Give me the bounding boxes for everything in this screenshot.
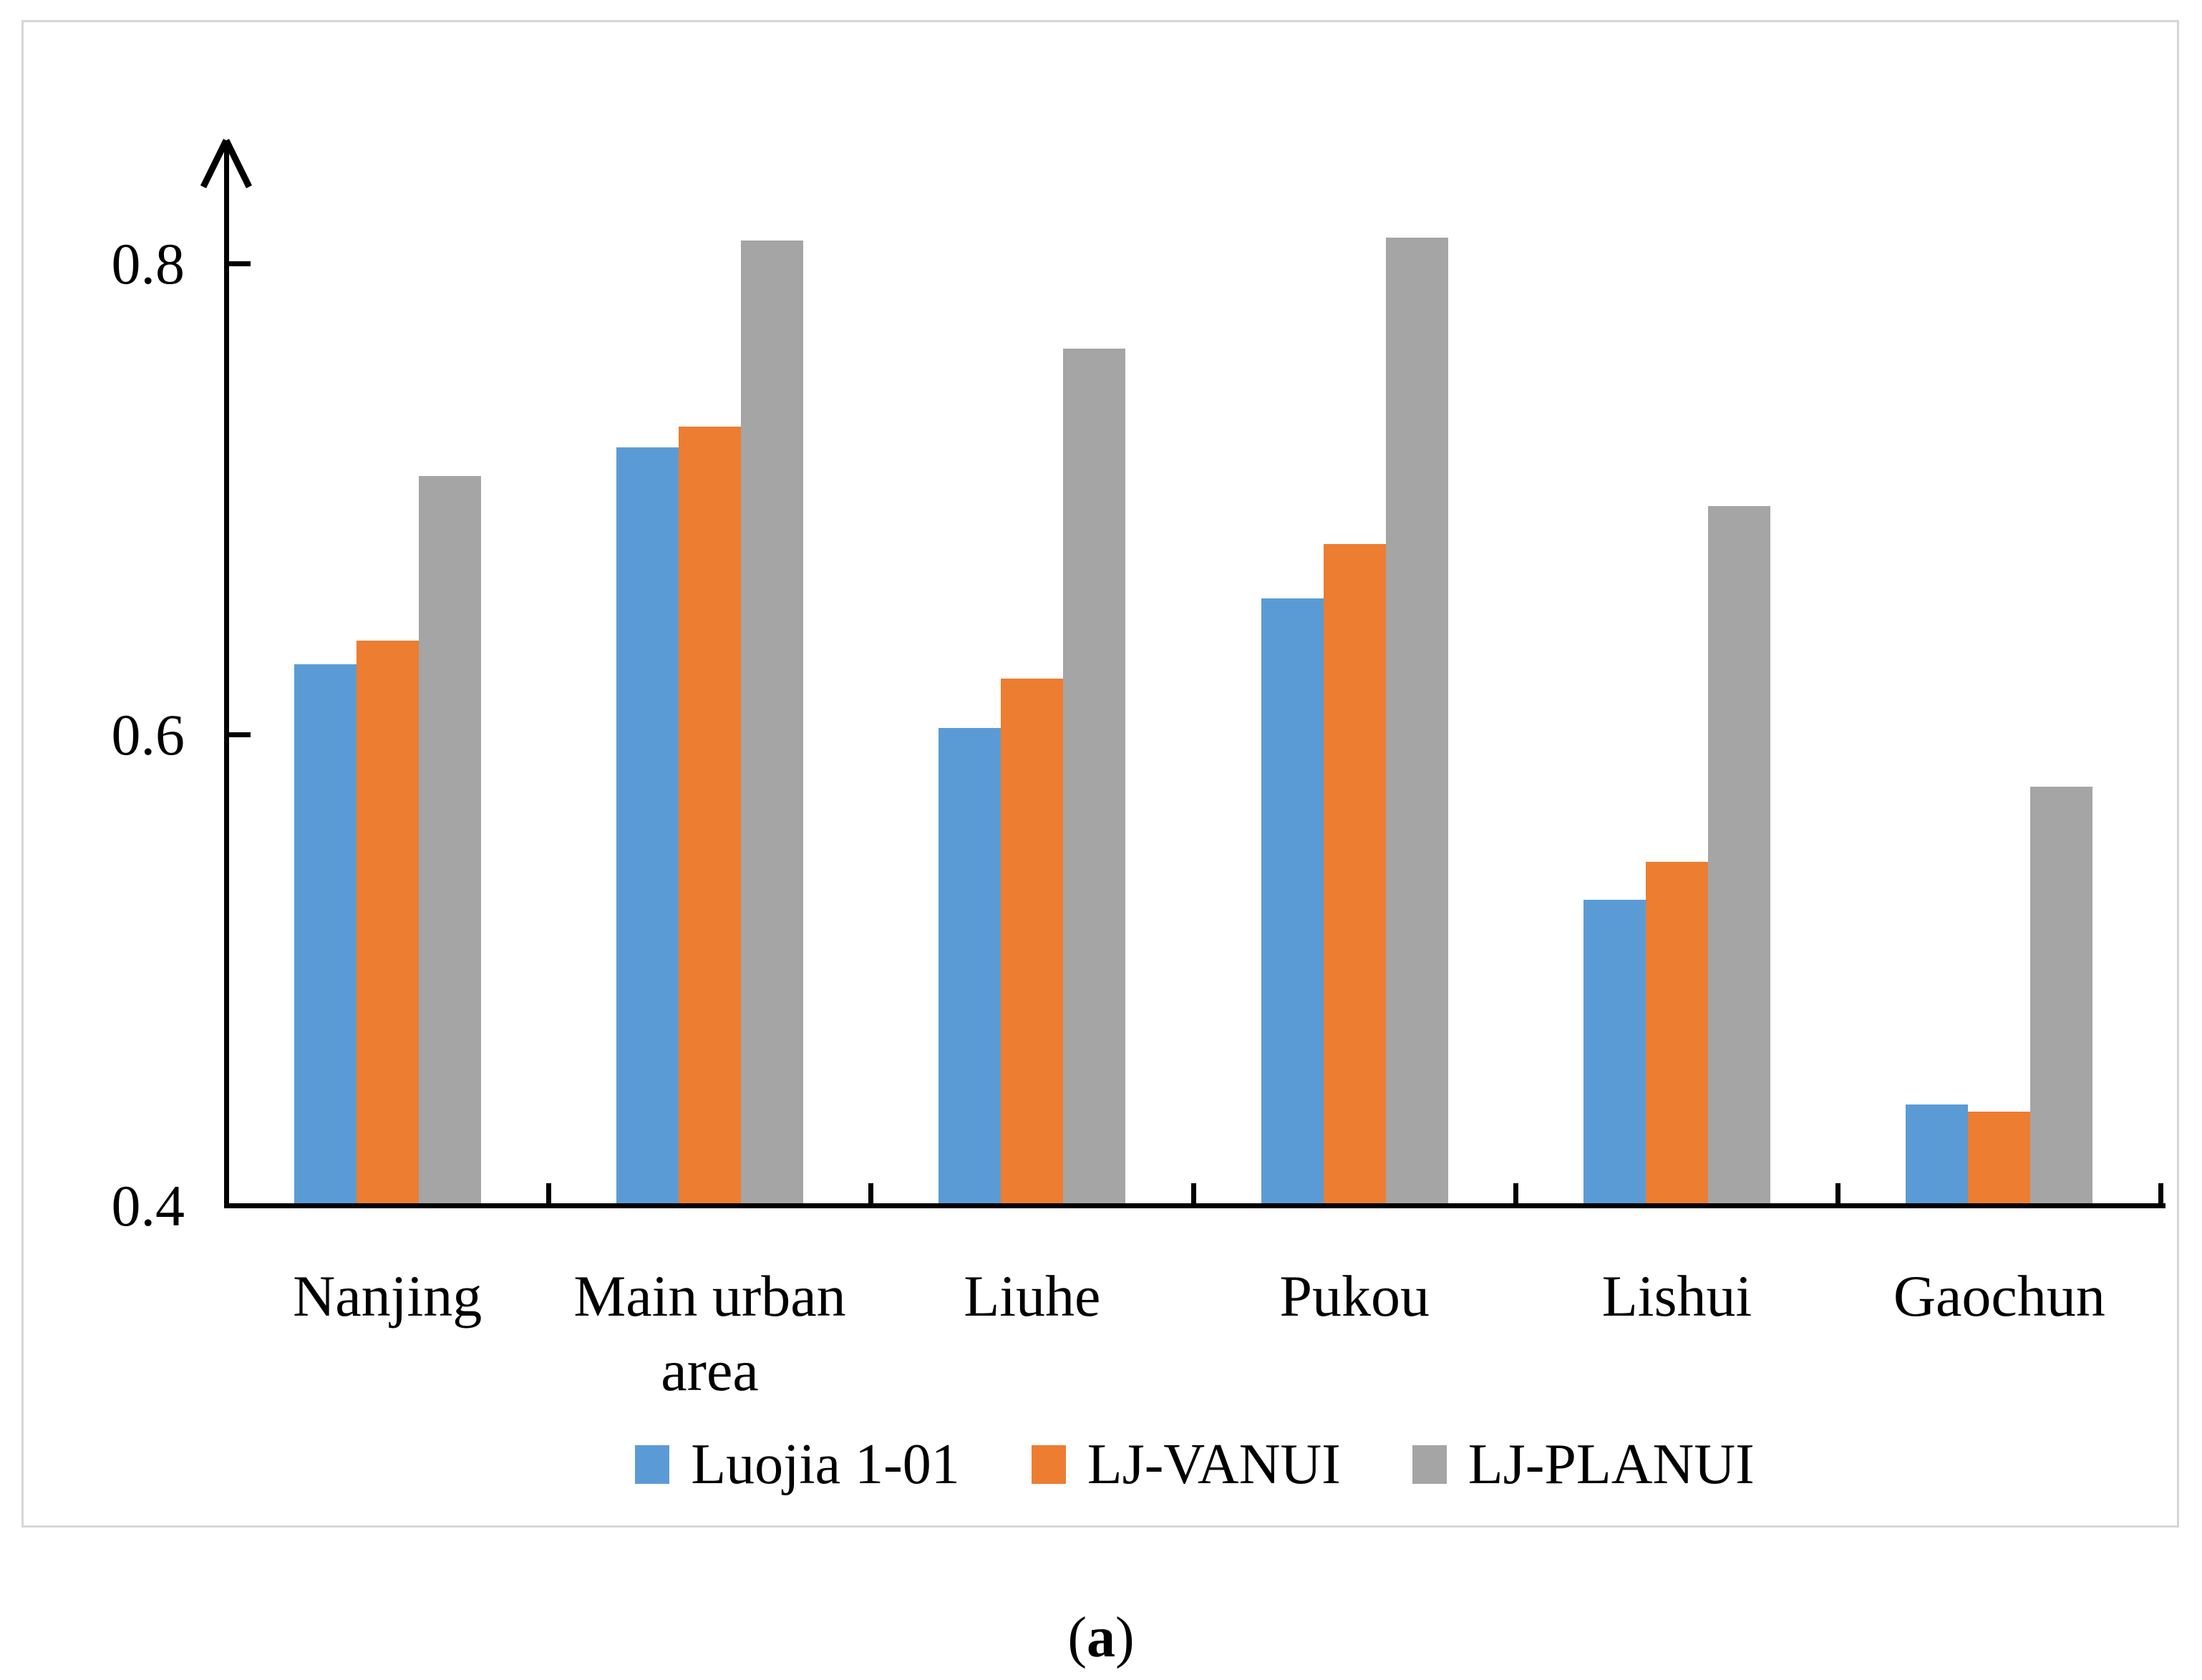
y-tick-label: 0.8 <box>111 230 185 296</box>
bar-lishui-luojia-1-01 <box>1583 899 1646 1203</box>
chart-panel: 0.4 0.6 0.8 Nanjing Main urban area Liuhe Puk… <box>21 20 2179 1528</box>
y-axis-tick <box>229 261 251 266</box>
x-tick-label-lishui: Lishui <box>1601 1263 1752 1329</box>
x-tick-label-main-urban-area: Main urban area <box>573 1263 846 1403</box>
legend-item-lj-vanui: LJ-VANUI <box>1031 1433 1341 1496</box>
x-axis-tick <box>1835 1183 1841 1203</box>
y-tick-label: 0.4 <box>111 1172 185 1238</box>
x-axis-tick <box>1190 1183 1196 1203</box>
x-tick-label-liuhe: Liuhe <box>964 1263 1101 1329</box>
legend-swatch-icon <box>1412 1445 1447 1484</box>
legend-label: LJ-PLANUI <box>1468 1433 1755 1496</box>
bar-nanjing-lj-planui <box>418 475 481 1203</box>
legend-label: LJ-VANUI <box>1087 1433 1341 1496</box>
bar-liuhe-luojia-1-01 <box>938 727 1001 1203</box>
legend-item-luojia-1-01: Luojia 1-01 <box>635 1433 960 1496</box>
y-axis-tick <box>229 732 251 737</box>
legend-label: Luojia 1-01 <box>691 1433 960 1496</box>
x-axis-tick <box>2158 1183 2163 1203</box>
legend-swatch-icon <box>635 1445 670 1484</box>
caption-open-paren: ( <box>1067 1606 1087 1669</box>
caption-close-paren: ) <box>1115 1606 1135 1669</box>
bar-pukou-luojia-1-01 <box>1261 598 1324 1203</box>
x-axis-line <box>224 1203 2165 1208</box>
bar-gaochun-luojia-1-01 <box>1906 1104 1969 1203</box>
bar-gaochun-lj-vanui <box>1968 1111 2031 1203</box>
y-axis-arrow-icon <box>200 139 253 188</box>
bar-nanjing-luojia-1-01 <box>294 664 357 1203</box>
bar-gaochun-lj-planui <box>2030 786 2093 1203</box>
legend-item-lj-planui: LJ-PLANUI <box>1412 1436 1755 1493</box>
x-axis-tick <box>1513 1183 1518 1203</box>
bar-lishui-lj-vanui <box>1646 862 1708 1203</box>
bar-nanjing-lj-vanui <box>356 640 419 1203</box>
y-axis-line <box>224 142 229 1208</box>
bar-pukou-lj-planui <box>1385 238 1448 1203</box>
x-tick-label-pukou: Pukou <box>1279 1263 1430 1329</box>
x-tick-label-nanjing: Nanjing <box>293 1263 482 1329</box>
figure-caption: (a) <box>0 1602 2202 1674</box>
caption-letter: a <box>1087 1606 1115 1669</box>
bar-main-urban-area-lj-vanui <box>679 426 741 1203</box>
y-tick-label: 0.6 <box>111 701 185 767</box>
x-tick-label-gaochun: Gaochun <box>1893 1263 2105 1329</box>
bar-liuhe-lj-vanui <box>1001 678 1064 1203</box>
x-axis-tick <box>868 1183 874 1203</box>
bar-liuhe-lj-planui <box>1063 348 1126 1203</box>
bar-main-urban-area-lj-planui <box>741 240 803 1203</box>
bar-pukou-lj-vanui <box>1323 544 1386 1203</box>
x-axis-tick <box>545 1183 551 1203</box>
legend-swatch-icon <box>1031 1445 1066 1484</box>
legend: Luojia 1-01 LJ-VANUI LJ-PLANUI <box>224 1436 2165 1493</box>
bar-lishui-lj-planui <box>1708 506 1770 1203</box>
bar-main-urban-area-luojia-1-01 <box>616 447 679 1203</box>
